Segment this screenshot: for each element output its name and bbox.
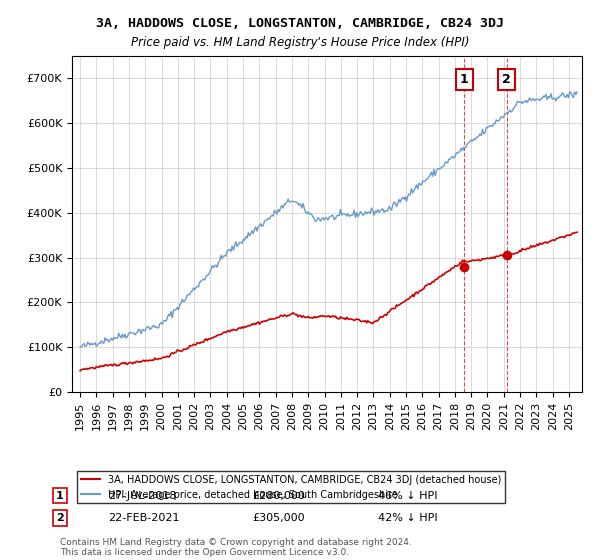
Text: £305,000: £305,000 [252,513,305,523]
Text: 2: 2 [56,513,64,523]
Text: 1: 1 [56,491,64,501]
Text: 2: 2 [502,73,511,86]
Text: Price paid vs. HM Land Registry's House Price Index (HPI): Price paid vs. HM Land Registry's House … [131,36,469,49]
Text: 1: 1 [460,73,469,86]
Text: 46% ↓ HPI: 46% ↓ HPI [378,491,437,501]
Text: Contains HM Land Registry data © Crown copyright and database right 2024.
This d: Contains HM Land Registry data © Crown c… [60,538,412,557]
Text: 42% ↓ HPI: 42% ↓ HPI [378,513,437,523]
Text: 22-FEB-2021: 22-FEB-2021 [108,513,179,523]
Text: 27-JUL-2018: 27-JUL-2018 [108,491,176,501]
Legend: 3A, HADDOWS CLOSE, LONGSTANTON, CAMBRIDGE, CB24 3DJ (detached house), HPI: Avera: 3A, HADDOWS CLOSE, LONGSTANTON, CAMBRIDG… [77,471,505,503]
Text: £280,000: £280,000 [252,491,305,501]
Text: 3A, HADDOWS CLOSE, LONGSTANTON, CAMBRIDGE, CB24 3DJ: 3A, HADDOWS CLOSE, LONGSTANTON, CAMBRIDG… [96,17,504,30]
